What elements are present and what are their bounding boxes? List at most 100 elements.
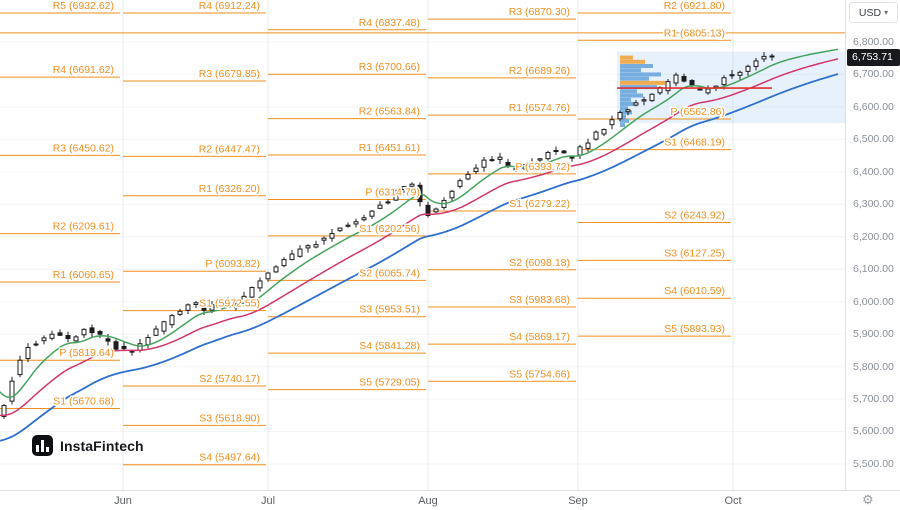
volume-profile-bar bbox=[620, 80, 665, 85]
candle-body bbox=[577, 146, 583, 156]
candle-body bbox=[313, 244, 319, 248]
volume-profile-bar bbox=[620, 106, 628, 111]
candle-body bbox=[57, 332, 63, 336]
candle-body bbox=[697, 88, 703, 91]
candle-body bbox=[217, 302, 223, 307]
candle-body bbox=[641, 99, 647, 102]
ma-mid-line bbox=[0, 58, 839, 417]
currency-select[interactable]: USD ▾ bbox=[849, 2, 898, 23]
price-axis[interactable]: USD ▾ 6,753.71 6,800.00 6,700.00 6,600.00 6… bbox=[845, 0, 900, 490]
instafintech-logo-text: InstaFintech bbox=[60, 437, 144, 454]
candle-body bbox=[769, 55, 775, 58]
pivot-label: R1 (6060.65) bbox=[53, 269, 114, 281]
volume-profile-bar bbox=[620, 93, 643, 98]
candle-body bbox=[297, 248, 303, 257]
price-tick-label: 5,800.00 bbox=[853, 360, 894, 373]
price-tick-label: 5,900.00 bbox=[853, 328, 894, 341]
pivot-label: S3 (5953.51) bbox=[359, 304, 420, 316]
volume-profile-bar bbox=[620, 101, 635, 106]
pivot-label: S3 (5618.90) bbox=[199, 412, 260, 424]
ma-fast-line bbox=[0, 48, 839, 399]
pivot-label: S5 (5729.05) bbox=[359, 377, 420, 389]
pivot-label: S1 (6279.22) bbox=[509, 198, 570, 210]
candle-body bbox=[161, 321, 167, 332]
candle-body bbox=[665, 81, 671, 92]
candle-body bbox=[617, 112, 623, 120]
last-price-badge: 6,753.71 bbox=[847, 49, 900, 66]
pivot-label: R3 (6679.85) bbox=[199, 68, 260, 80]
pivot-label: R1 (6805.13) bbox=[664, 27, 725, 39]
candle-body bbox=[121, 345, 127, 350]
candle-body bbox=[705, 88, 711, 94]
volume-profile-bar bbox=[620, 118, 629, 123]
price-tick-label: 6,200.00 bbox=[853, 230, 894, 243]
pivot-label: R4 (6691.62) bbox=[53, 64, 114, 76]
candle-body bbox=[505, 161, 511, 166]
time-axis-label: Aug bbox=[418, 495, 438, 507]
pivot-label: S1 (5670.68) bbox=[53, 396, 114, 408]
pivot-label: S4 (5869.17) bbox=[509, 331, 570, 343]
candle-body bbox=[473, 167, 479, 173]
candle-body bbox=[553, 149, 559, 152]
pivot-label: R2 (6209.61) bbox=[53, 221, 114, 233]
candle-body bbox=[89, 327, 95, 334]
candle-body bbox=[361, 217, 367, 221]
pivot-label: S3 (5983.68) bbox=[509, 294, 570, 306]
volume-profile-bar bbox=[620, 76, 649, 81]
pivot-label: R1 (6326.20) bbox=[199, 183, 260, 195]
pivot-label: R2 (6689.26) bbox=[509, 65, 570, 77]
candle-body bbox=[49, 333, 55, 339]
candle-body bbox=[65, 335, 71, 340]
pivot-levels-layer bbox=[0, 12, 731, 466]
pivot-label: P (6562.86) bbox=[670, 106, 725, 118]
currency-label: USD bbox=[858, 6, 882, 19]
candle-body bbox=[761, 55, 767, 60]
settings-icon[interactable]: ⚙ bbox=[862, 492, 874, 507]
candle-body bbox=[233, 300, 239, 309]
candle-body bbox=[409, 183, 415, 187]
candle-body bbox=[745, 65, 751, 72]
pivot-label: R3 (6700.66) bbox=[359, 61, 420, 73]
candle-body bbox=[113, 341, 119, 350]
candle-body bbox=[721, 77, 727, 86]
moving-average-layer bbox=[0, 48, 839, 442]
pivot-label: R4 (6912.24) bbox=[199, 0, 260, 12]
candle-body bbox=[593, 131, 599, 140]
volume-profile-bar bbox=[620, 59, 645, 64]
pivot-label: R1 (6451.61) bbox=[359, 142, 420, 154]
chart-plot-area[interactable]: R5 (6932.62) R4 (6691.62) R3 (6450.62) R2 (… bbox=[0, 0, 845, 490]
volume-profile-bar bbox=[620, 97, 631, 102]
candle-body bbox=[265, 272, 271, 280]
candle-body bbox=[193, 302, 199, 306]
price-tick-label: 6,800.00 bbox=[853, 35, 894, 48]
candle-body bbox=[529, 162, 535, 165]
pivot-label: R2 (6921.80) bbox=[664, 0, 725, 12]
volume-profile-bar bbox=[620, 55, 633, 60]
pivot-label: S1 (6468.19) bbox=[664, 137, 725, 149]
chart-canvas[interactable]: R5 (6932.62) R4 (6691.62) R3 (6450.62) R2 (… bbox=[0, 0, 845, 490]
price-tick-label: 6,400.00 bbox=[853, 165, 894, 178]
pivot-label: R5 (6932.62) bbox=[53, 0, 114, 12]
pivot-label: S5 (5893.93) bbox=[664, 323, 725, 335]
candle-body bbox=[321, 237, 327, 241]
price-tick-label: 5,500.00 bbox=[853, 457, 894, 470]
pivot-label: P (6314.79) bbox=[365, 186, 420, 198]
hlines-layer bbox=[0, 32, 845, 89]
candle-body bbox=[17, 359, 23, 376]
candle-body bbox=[145, 336, 151, 346]
price-tick-label: 6,000.00 bbox=[853, 295, 894, 308]
candle-body bbox=[353, 221, 359, 225]
candle-body bbox=[433, 208, 439, 213]
candle-body bbox=[1, 405, 7, 417]
price-tick-label: 6,600.00 bbox=[853, 100, 894, 113]
pivot-label: P (5819.64) bbox=[59, 347, 114, 359]
candle-body bbox=[601, 128, 607, 135]
volume-profile-bar bbox=[620, 110, 632, 115]
candle-body bbox=[497, 156, 503, 160]
ma-slow-line bbox=[0, 73, 839, 442]
candle-body bbox=[9, 380, 15, 402]
time-axis[interactable]: Jun Jul Aug Sep Oct bbox=[0, 490, 900, 510]
candle-body bbox=[729, 74, 735, 77]
candle-body bbox=[281, 259, 287, 267]
